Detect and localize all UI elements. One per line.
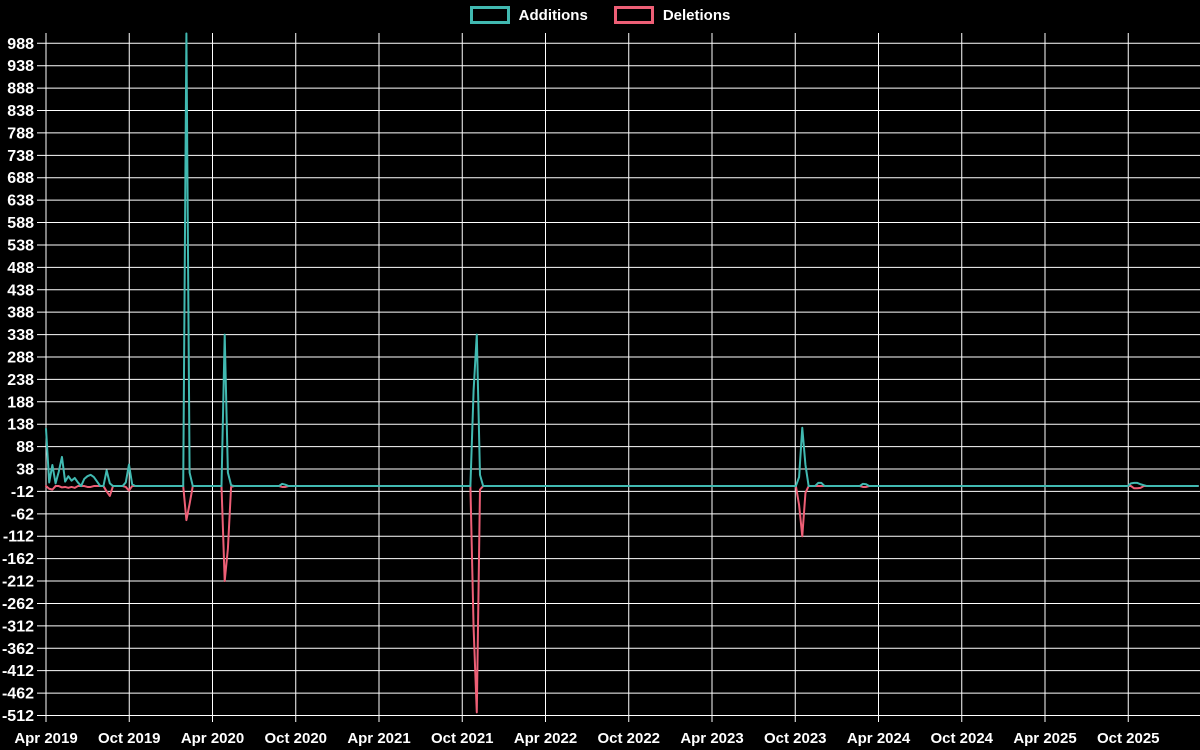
x-tick-label: Oct 2023 xyxy=(764,730,827,747)
x-tick-label: Apr 2021 xyxy=(347,730,410,747)
y-tick-label: 38 xyxy=(16,462,34,479)
y-tick-label: -362 xyxy=(2,641,34,658)
legend-item-deletions[interactable]: Deletions xyxy=(613,6,731,24)
y-tick-label: 238 xyxy=(7,372,34,389)
x-tick-label: Oct 2020 xyxy=(264,730,327,747)
x-tick-label: Apr 2023 xyxy=(680,730,743,747)
y-tick-label: -12 xyxy=(11,484,34,501)
y-tick-label: 688 xyxy=(7,170,34,187)
y-tick-label: -262 xyxy=(2,596,34,613)
y-tick-label: 738 xyxy=(7,148,34,165)
y-tick-label: -62 xyxy=(11,506,34,523)
y-tick-label: 538 xyxy=(7,237,34,254)
y-tick-label: 938 xyxy=(7,58,34,75)
y-tick-label: 138 xyxy=(7,417,34,434)
y-tick-label: 788 xyxy=(7,125,34,142)
y-tick-label: -512 xyxy=(2,708,34,725)
x-tick-label: Apr 2020 xyxy=(181,730,244,747)
y-tick-label: 288 xyxy=(7,349,34,366)
additions-swatch-icon xyxy=(469,6,510,24)
x-tick-label: Apr 2024 xyxy=(847,730,911,747)
data-series xyxy=(45,32,1199,714)
y-tick-label: 388 xyxy=(7,305,34,322)
y-tick-label: -212 xyxy=(2,574,34,591)
additions-line xyxy=(45,32,1199,488)
legend-item-additions[interactable]: Additions xyxy=(469,6,588,24)
x-tick-label: Apr 2025 xyxy=(1013,730,1076,747)
x-tick-label: Oct 2025 xyxy=(1097,730,1160,747)
x-tick-label: Oct 2022 xyxy=(597,730,660,747)
additions-label: Additions xyxy=(518,6,588,24)
x-tick-label: Oct 2024 xyxy=(930,730,993,747)
y-tick-label: 588 xyxy=(7,215,34,232)
y-tick-label: -462 xyxy=(2,686,34,703)
y-tick-label: -412 xyxy=(2,663,34,680)
deletions-line xyxy=(45,485,1199,714)
y-tick-label: 188 xyxy=(7,394,34,411)
y-tick-label: 888 xyxy=(7,81,34,98)
x-tick-label: Apr 2022 xyxy=(514,730,577,747)
y-tick-label: -312 xyxy=(2,618,34,635)
deletions-label: Deletions xyxy=(662,6,731,24)
y-tick-label: 838 xyxy=(7,103,34,120)
x-tick-label: Apr 2019 xyxy=(14,730,77,747)
y-tick-label: 88 xyxy=(16,439,34,456)
y-tick-label: 438 xyxy=(7,282,34,299)
x-tick-label: Oct 2021 xyxy=(431,730,494,747)
x-tick-label: Oct 2019 xyxy=(98,730,161,747)
deletions-swatch-icon xyxy=(613,6,654,24)
axis-labels: 988 938 888 838 788 738 688 638 588 538 488 438 388 3… xyxy=(2,36,1160,747)
chart-legend: Additions Deletions xyxy=(0,6,1200,24)
y-tick-label: 488 xyxy=(7,260,34,277)
gridlines xyxy=(37,33,1200,722)
y-tick-label: 638 xyxy=(7,193,34,210)
y-tick-label: 988 xyxy=(7,36,34,53)
y-tick-label: -112 xyxy=(3,529,34,546)
y-tick-label: -162 xyxy=(2,551,34,568)
y-tick-label: 338 xyxy=(7,327,34,344)
